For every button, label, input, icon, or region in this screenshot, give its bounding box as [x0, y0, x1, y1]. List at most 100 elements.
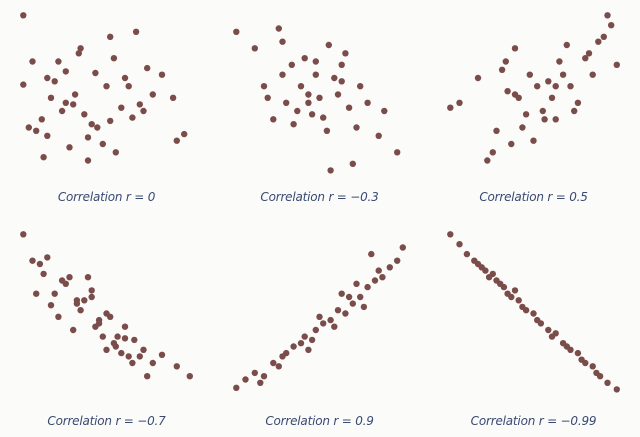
scatter-point	[375, 267, 382, 274]
scatter-point	[283, 99, 290, 107]
scatter-point	[338, 290, 345, 297]
scatter-point	[342, 50, 349, 57]
scatter-point	[121, 335, 129, 342]
scatter-point	[482, 267, 489, 274]
scatter-point	[613, 61, 620, 68]
scatter-point	[368, 250, 375, 258]
scatter-point	[357, 293, 364, 301]
scatter-point	[107, 117, 114, 125]
scatter-point	[552, 116, 559, 123]
scatter-point	[51, 78, 58, 85]
scatter-point	[508, 140, 515, 148]
scatter-point	[169, 94, 177, 102]
scatter-point	[456, 99, 463, 107]
scatter-point	[345, 293, 353, 301]
scatter-point	[40, 154, 47, 161]
scatter-point	[140, 107, 147, 115]
scatter-point	[51, 290, 58, 297]
scatter-point	[99, 333, 107, 340]
scatter-point	[489, 270, 496, 278]
scatter-point	[270, 116, 277, 123]
scatter-plot-r05	[447, 12, 620, 164]
scatter-point	[20, 12, 27, 19]
scatter-point	[38, 116, 45, 123]
scatter-point	[70, 326, 77, 334]
scatter-point	[110, 55, 118, 62]
scatter-point	[88, 287, 95, 294]
scatter-point	[62, 99, 69, 107]
scatter-point	[522, 111, 530, 118]
scatter-point	[149, 91, 156, 98]
scatter-point	[279, 38, 286, 45]
scatter-point	[589, 363, 596, 370]
scatter-point	[77, 45, 84, 52]
scatter-point	[511, 287, 519, 294]
scatter-point	[552, 83, 559, 90]
caption-r0: Correlation r = 0	[57, 190, 156, 204]
scatter-point	[173, 137, 180, 144]
scatter-point	[47, 94, 55, 102]
scatter-point	[331, 74, 338, 82]
caption-rneg03: Correlation r = −0.3	[260, 190, 379, 204]
scatter-point	[181, 130, 188, 138]
scatter-point	[349, 160, 356, 167]
scatter-point	[541, 116, 548, 123]
scatter-plot-rneg07	[20, 231, 193, 380]
scatter-point	[71, 91, 79, 98]
scatter-point	[375, 132, 382, 139]
scatter-point	[519, 303, 526, 311]
scatter-point	[84, 274, 92, 281]
scatter-point	[233, 28, 240, 35]
scatter-point	[301, 333, 308, 340]
scatter-point	[88, 121, 95, 128]
scatter-point	[20, 81, 27, 88]
scatter-point	[158, 71, 166, 78]
scatter-point	[327, 316, 334, 324]
scatter-point	[312, 58, 319, 65]
scatter-point	[55, 313, 62, 320]
scatter-point	[327, 167, 334, 174]
scatter-point	[381, 107, 388, 115]
scatter-point	[107, 33, 114, 40]
scatter-point	[530, 310, 537, 317]
scatter-point	[456, 241, 463, 248]
scatter-point	[84, 157, 92, 164]
scatter-point	[545, 78, 552, 85]
scatter-point	[301, 55, 308, 62]
scatter-point	[297, 83, 305, 90]
scatter-point	[75, 50, 83, 57]
scatter-point	[334, 91, 342, 98]
scatter-point	[118, 349, 125, 357]
scatter-point	[574, 349, 582, 357]
scatter-point	[290, 343, 297, 350]
scatter-point	[484, 157, 491, 164]
scatter-point	[279, 71, 286, 78]
scatter-point	[95, 320, 103, 327]
scatter-point	[121, 323, 129, 330]
scatter-point	[447, 104, 454, 111]
scatter-point	[66, 274, 73, 281]
caption-r05: Correlation r = 0.5	[479, 190, 588, 204]
scatter-point	[530, 137, 537, 144]
scatter-point	[114, 333, 121, 340]
scatter-point	[66, 144, 73, 151]
scatter-point	[502, 58, 509, 65]
scatter-point	[371, 277, 379, 284]
scatter-point	[308, 111, 316, 118]
scatter-point	[559, 71, 567, 78]
scatter-point	[338, 78, 345, 85]
scatter-point	[447, 231, 454, 238]
scatter-point	[70, 101, 77, 108]
scatter-point	[81, 297, 88, 304]
scatter-point	[497, 280, 504, 287]
scatter-point	[257, 379, 264, 386]
scatter-point	[353, 124, 360, 131]
scatter-point	[29, 58, 36, 65]
scatter-point	[94, 124, 101, 131]
scatter-point	[73, 297, 81, 304]
scatter-point	[548, 333, 556, 340]
scatter-point	[88, 293, 95, 301]
scatter-point	[251, 369, 258, 377]
scatter-point	[275, 363, 282, 370]
scatter-point	[316, 313, 323, 320]
